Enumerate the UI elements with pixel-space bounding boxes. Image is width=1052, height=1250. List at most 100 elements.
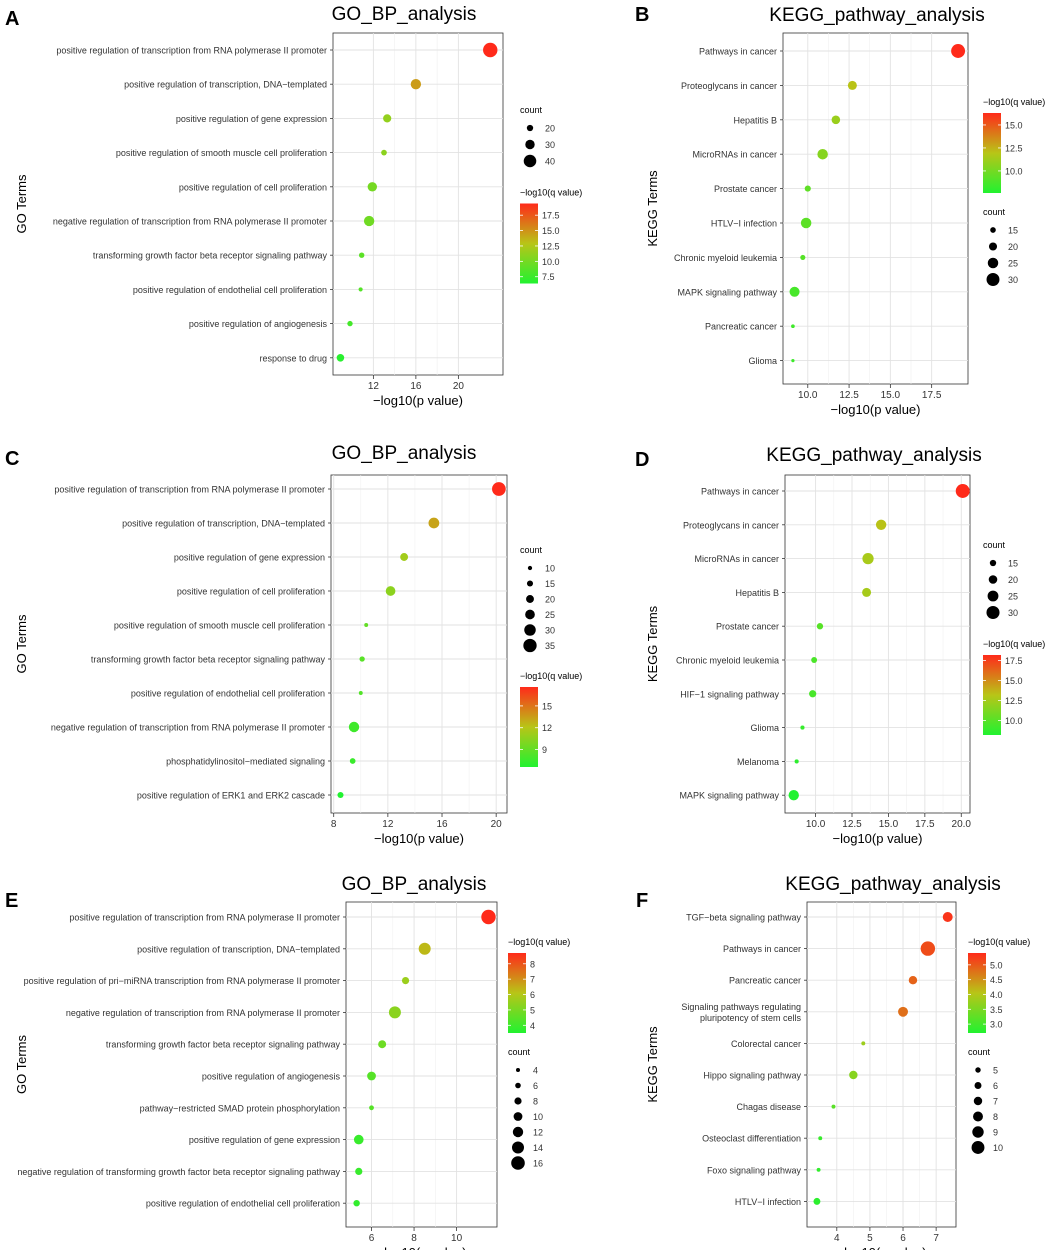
x-tick-label: 8 — [411, 1233, 417, 1244]
y-tick-label: Melanoma — [737, 757, 779, 767]
size-legend-label: 20 — [1008, 575, 1018, 585]
data-point — [816, 1167, 821, 1172]
color-legend-label: 7 — [530, 975, 535, 985]
color-legend-label: 5 — [530, 1005, 535, 1015]
size-legend-label: 4 — [533, 1066, 538, 1076]
panel-letter: C — [5, 448, 19, 470]
size-legend-dot — [523, 638, 537, 653]
y-tick-label: HTLV−I infection — [735, 1197, 801, 1207]
size-legend-dot — [512, 1126, 524, 1138]
y-tick-label: positive regulation of gene expression — [189, 1135, 340, 1145]
size-legend-dot — [525, 609, 535, 620]
y-tick-label: response to drug — [259, 353, 327, 363]
panel-letter: E — [5, 890, 18, 912]
data-point — [358, 252, 365, 258]
data-point — [800, 725, 805, 730]
y-tick-label: positive regulation of pri−miRNA transcr… — [24, 976, 340, 986]
y-tick-label: positive regulation of gene expression — [174, 553, 325, 563]
y-tick-label: positive regulation of angiogenesis — [202, 1072, 341, 1082]
x-tick-label: 8 — [331, 819, 337, 830]
x-tick-label: 20 — [453, 381, 465, 392]
y-tick-label: phosphatidylinositol−mediated signaling — [166, 757, 325, 767]
color-legend-label: 10.0 — [1005, 716, 1023, 726]
y-tick-label: Hepatitis B — [735, 588, 779, 598]
x-tick-label: 12.5 — [842, 819, 862, 830]
color-legend-label: 4 — [530, 1021, 535, 1031]
panel-letter: D — [635, 449, 649, 471]
data-point — [358, 691, 363, 695]
y-tick-label: positive regulation of smooth muscle cel… — [116, 148, 327, 158]
x-axis-label: −log10(p value) — [377, 1245, 467, 1250]
y-tick-label: Proteoglycans in cancer — [683, 520, 779, 530]
x-tick-label: 17.5 — [922, 390, 942, 401]
x-tick-label: 20.0 — [952, 819, 972, 830]
color-legend-label: 12 — [542, 723, 552, 733]
size-legend-label: 20 — [545, 124, 555, 134]
size-legend-label: 10 — [545, 564, 555, 574]
size-legend-dot — [989, 559, 997, 567]
panel-a: A GO_BP_analysis positive regulation of tr… — [5, 4, 582, 408]
size-legend-dot — [516, 1068, 520, 1072]
y-tick-label: transforming growth factor beta receptor… — [93, 251, 328, 261]
size-legend-title: count — [968, 1047, 991, 1057]
size-legend-dot — [972, 1126, 984, 1138]
data-point — [804, 185, 811, 192]
size-legend-label: 15 — [1008, 226, 1018, 236]
data-point — [908, 975, 918, 985]
x-tick-label: 16 — [436, 819, 448, 830]
x-axis-label: −log10(p value) — [373, 393, 463, 408]
data-point — [353, 1200, 360, 1207]
size-legend-label: 6 — [533, 1081, 538, 1091]
y-axis-label: GO Terms — [14, 614, 29, 673]
y-tick-label: MicroRNAs in cancer — [692, 150, 777, 160]
plot-area — [330, 474, 508, 814]
data-point — [367, 1071, 376, 1081]
data-point — [381, 149, 387, 156]
y-tick-label: positive regulation of transcription, DN… — [137, 944, 340, 954]
data-point — [816, 623, 824, 630]
size-legend-dot — [988, 242, 998, 251]
size-legend-label: 40 — [545, 157, 555, 167]
chart-title: GO_BP_analysis — [332, 443, 477, 464]
size-legend-label: 20 — [545, 595, 555, 605]
y-tick-label: HTLV−I infection — [711, 219, 777, 229]
data-point — [898, 1006, 908, 1017]
y-tick-label: positive regulation of transcription, DN… — [124, 80, 327, 90]
y-tick-label: Hepatitis B — [733, 115, 777, 125]
data-point — [791, 359, 795, 363]
y-tick-label: Hippo signaling pathway — [703, 1071, 801, 1081]
y-tick-label: positive regulation of gene expression — [176, 114, 327, 124]
size-legend-dot — [987, 257, 999, 269]
size-legend-label: 30 — [545, 626, 555, 636]
y-tick-label: positive regulation of transcription, DN… — [122, 519, 325, 529]
y-tick-label: negative regulation of transcription fro… — [53, 217, 327, 227]
panel-c: C GO_BP_analysis positive regulation of tr… — [5, 443, 582, 846]
size-legend-label: 30 — [1008, 608, 1018, 618]
data-point — [364, 623, 369, 627]
size-legend-dot — [514, 1097, 522, 1105]
size-legend-dot — [515, 1082, 521, 1089]
color-legend-label: 17.5 — [1005, 656, 1023, 666]
y-axis-label: KEGG Terms — [645, 605, 660, 682]
y-tick-label: negative regulation of transcription fro… — [66, 1008, 340, 1018]
data-point — [359, 656, 365, 662]
data-point — [367, 182, 378, 192]
x-tick-label: 7 — [933, 1233, 939, 1244]
y-tick-label: MAPK signaling pathway — [679, 791, 779, 801]
data-point — [791, 324, 795, 329]
color-legend-label: 10.0 — [1005, 166, 1023, 176]
size-legend-label: 8 — [533, 1097, 538, 1107]
color-legend-label: 12.5 — [1005, 143, 1023, 153]
color-legend-title: −log10(q value) — [520, 188, 582, 198]
data-point — [847, 80, 857, 90]
size-legend-title: count — [520, 105, 543, 115]
size-legend-dot — [973, 1111, 983, 1122]
y-tick-label: transforming growth factor beta receptor… — [91, 655, 326, 665]
color-legend-label: 5.0 — [990, 960, 1003, 970]
y-tick-label: Chronic myeloid leukemia — [674, 253, 777, 263]
y-axis-label: KEGG Terms — [645, 170, 660, 247]
panel-letter: A — [5, 8, 19, 30]
size-legend-dot — [975, 1067, 981, 1073]
y-tick-label: positive regulation of endothelial cell … — [131, 689, 325, 699]
x-tick-label: 10.0 — [806, 819, 826, 830]
